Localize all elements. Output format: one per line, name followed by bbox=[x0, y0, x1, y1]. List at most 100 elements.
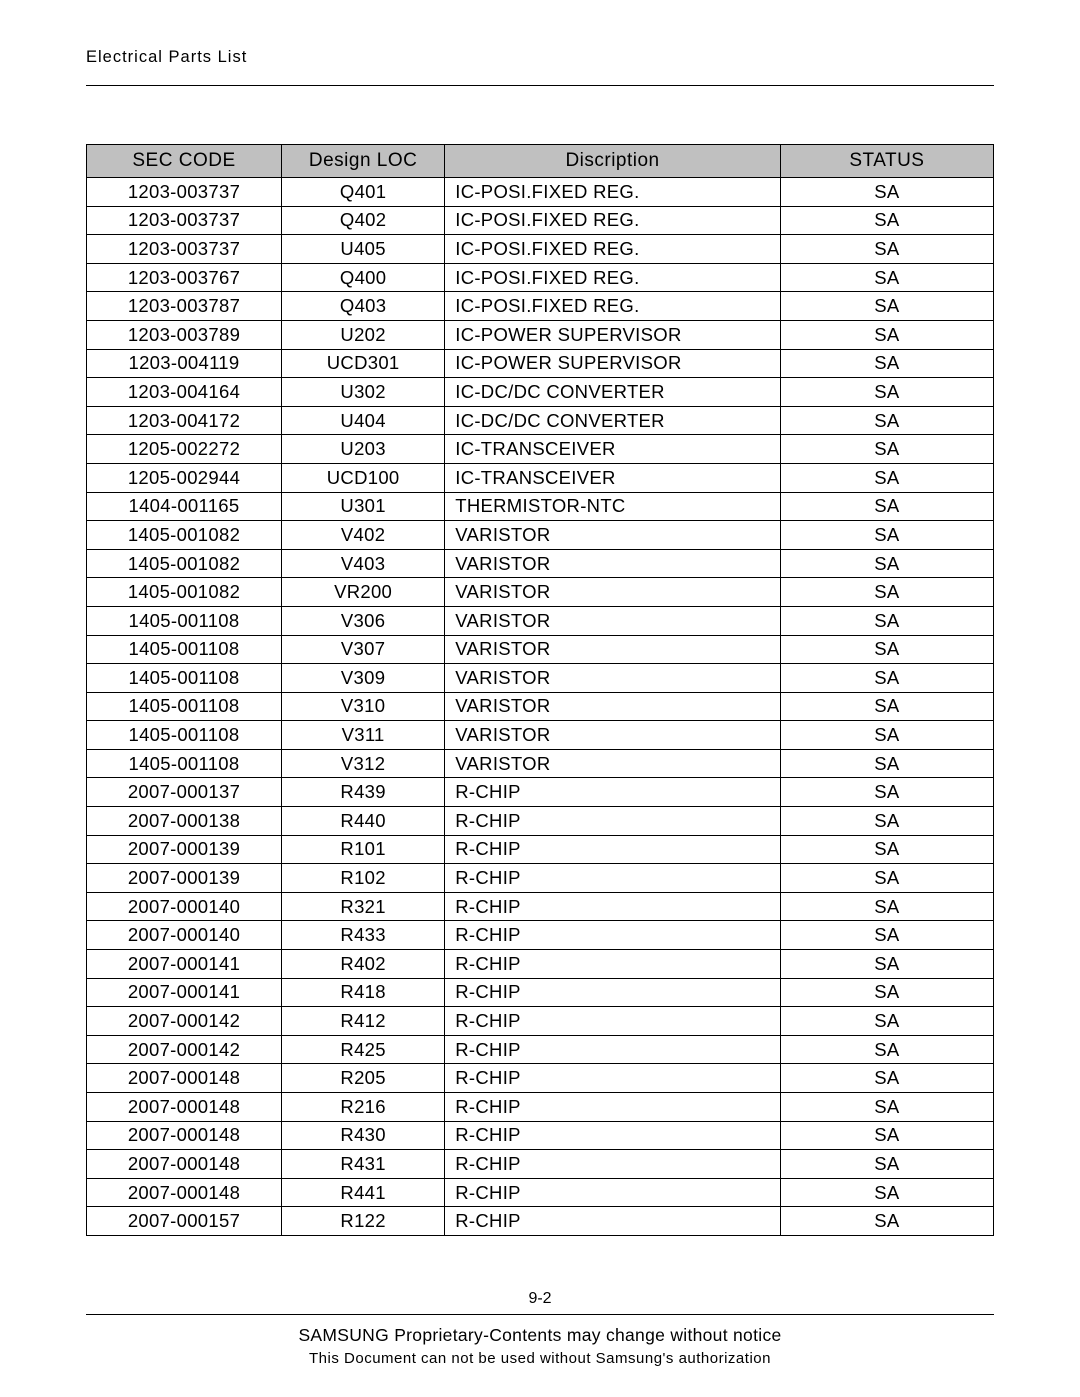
table-cell: V403 bbox=[282, 549, 445, 578]
table-cell: R431 bbox=[282, 1150, 445, 1179]
table-cell: SA bbox=[780, 349, 993, 378]
table-cell: 1405-001108 bbox=[87, 606, 282, 635]
table-cell: SA bbox=[780, 178, 993, 207]
table-cell: SA bbox=[780, 292, 993, 321]
table-row: 1405-001082VR200VARISTORSA bbox=[87, 578, 994, 607]
table-cell: 1405-001108 bbox=[87, 721, 282, 750]
table-row: 2007-000139R102R-CHIPSA bbox=[87, 864, 994, 893]
table-cell: SA bbox=[780, 1093, 993, 1122]
table-cell: 2007-000148 bbox=[87, 1121, 282, 1150]
table-cell: 1405-001108 bbox=[87, 692, 282, 721]
table-cell: R-CHIP bbox=[445, 1121, 781, 1150]
page-number: 9-2 bbox=[86, 1290, 994, 1315]
table-row: 2007-000142R425R-CHIPSA bbox=[87, 1035, 994, 1064]
table-cell: SA bbox=[780, 1178, 993, 1207]
table-row: 2007-000138R440R-CHIPSA bbox=[87, 807, 994, 836]
table-cell: R-CHIP bbox=[445, 892, 781, 921]
table-cell: IC-POWER SUPERVISOR bbox=[445, 320, 781, 349]
table-cell: 2007-000137 bbox=[87, 778, 282, 807]
table-cell: VARISTOR bbox=[445, 635, 781, 664]
table-row: 1203-003767Q400IC-POSI.FIXED REG.SA bbox=[87, 263, 994, 292]
table-row: 1203-004172U404IC-DC/DC CONVERTERSA bbox=[87, 406, 994, 435]
table-cell: VARISTOR bbox=[445, 749, 781, 778]
col-header-sec-code: SEC CODE bbox=[87, 145, 282, 178]
table-cell: 1405-001108 bbox=[87, 749, 282, 778]
table-cell: R-CHIP bbox=[445, 1035, 781, 1064]
table-cell: 1203-003767 bbox=[87, 263, 282, 292]
table-row: 1205-002272U203IC-TRANSCEIVERSA bbox=[87, 435, 994, 464]
table-cell: SA bbox=[780, 1007, 993, 1036]
table-cell: R425 bbox=[282, 1035, 445, 1064]
table-cell: SA bbox=[780, 435, 993, 464]
table-row: 2007-000140R433R-CHIPSA bbox=[87, 921, 994, 950]
table-cell: 2007-000139 bbox=[87, 864, 282, 893]
table-cell: R-CHIP bbox=[445, 778, 781, 807]
table-row: 1203-004119UCD301IC-POWER SUPERVISORSA bbox=[87, 349, 994, 378]
table-cell: SA bbox=[780, 463, 993, 492]
table-cell: SA bbox=[780, 921, 993, 950]
table-cell: 1203-003789 bbox=[87, 320, 282, 349]
table-cell: 2007-000148 bbox=[87, 1150, 282, 1179]
table-cell: V307 bbox=[282, 635, 445, 664]
table-cell: 1405-001082 bbox=[87, 578, 282, 607]
table-cell: R101 bbox=[282, 835, 445, 864]
table-cell: R122 bbox=[282, 1207, 445, 1236]
table-cell: V306 bbox=[282, 606, 445, 635]
table-cell: 2007-000157 bbox=[87, 1207, 282, 1236]
table-cell: 1203-004119 bbox=[87, 349, 282, 378]
table-cell: VARISTOR bbox=[445, 521, 781, 550]
table-cell: V310 bbox=[282, 692, 445, 721]
table-cell: R418 bbox=[282, 978, 445, 1007]
table-cell: 1203-003787 bbox=[87, 292, 282, 321]
table-row: 1203-003737Q402IC-POSI.FIXED REG.SA bbox=[87, 206, 994, 235]
table-row: 2007-000148R431R-CHIPSA bbox=[87, 1150, 994, 1179]
table-row: 1203-003737U405IC-POSI.FIXED REG.SA bbox=[87, 235, 994, 264]
table-cell: R402 bbox=[282, 950, 445, 979]
table-cell: 1205-002944 bbox=[87, 463, 282, 492]
table-cell: R412 bbox=[282, 1007, 445, 1036]
table-cell: SA bbox=[780, 1207, 993, 1236]
table-cell: Q403 bbox=[282, 292, 445, 321]
table-row: 1405-001082V402VARISTORSA bbox=[87, 521, 994, 550]
table-cell: SA bbox=[780, 606, 993, 635]
table-cell: SA bbox=[780, 835, 993, 864]
table-cell: 1203-004172 bbox=[87, 406, 282, 435]
table-cell: 2007-000140 bbox=[87, 892, 282, 921]
table-cell: 2007-000141 bbox=[87, 950, 282, 979]
table-cell: SA bbox=[780, 749, 993, 778]
table-cell: R-CHIP bbox=[445, 1150, 781, 1179]
page-header-title: Electrical Parts List bbox=[86, 48, 994, 86]
table-cell: 1405-001108 bbox=[87, 664, 282, 693]
table-row: 1203-004164U302IC-DC/DC CONVERTERSA bbox=[87, 378, 994, 407]
table-row: 2007-000139R101R-CHIPSA bbox=[87, 835, 994, 864]
table-cell: R441 bbox=[282, 1178, 445, 1207]
table-row: 2007-000148R441R-CHIPSA bbox=[87, 1178, 994, 1207]
table-cell: R-CHIP bbox=[445, 1178, 781, 1207]
table-cell: SA bbox=[780, 721, 993, 750]
table-row: 1203-003789U202IC-POWER SUPERVISORSA bbox=[87, 320, 994, 349]
table-cell: 1203-003737 bbox=[87, 178, 282, 207]
table-row: 1405-001108V310VARISTORSA bbox=[87, 692, 994, 721]
table-cell: IC-DC/DC CONVERTER bbox=[445, 378, 781, 407]
table-cell: VARISTOR bbox=[445, 721, 781, 750]
table-cell: 1203-003737 bbox=[87, 235, 282, 264]
table-cell: SA bbox=[780, 807, 993, 836]
table-cell: 1203-003737 bbox=[87, 206, 282, 235]
table-row: 2007-000140R321R-CHIPSA bbox=[87, 892, 994, 921]
table-cell: 1203-004164 bbox=[87, 378, 282, 407]
table-cell: 1205-002272 bbox=[87, 435, 282, 464]
table-cell: SA bbox=[780, 978, 993, 1007]
table-row: 1205-002944UCD100IC-TRANSCEIVERSA bbox=[87, 463, 994, 492]
table-cell: U202 bbox=[282, 320, 445, 349]
table-cell: 1405-001108 bbox=[87, 635, 282, 664]
table-cell: IC-TRANSCEIVER bbox=[445, 435, 781, 464]
table-row: 1405-001082V403VARISTORSA bbox=[87, 549, 994, 578]
table-cell: SA bbox=[780, 664, 993, 693]
table-cell: SA bbox=[780, 492, 993, 521]
table-cell: 2007-000139 bbox=[87, 835, 282, 864]
table-cell: U405 bbox=[282, 235, 445, 264]
table-cell: Q402 bbox=[282, 206, 445, 235]
table-cell: 1405-001082 bbox=[87, 549, 282, 578]
footer-authorization-line: This Document can not be used without Sa… bbox=[86, 1350, 994, 1367]
table-cell: R-CHIP bbox=[445, 1093, 781, 1122]
